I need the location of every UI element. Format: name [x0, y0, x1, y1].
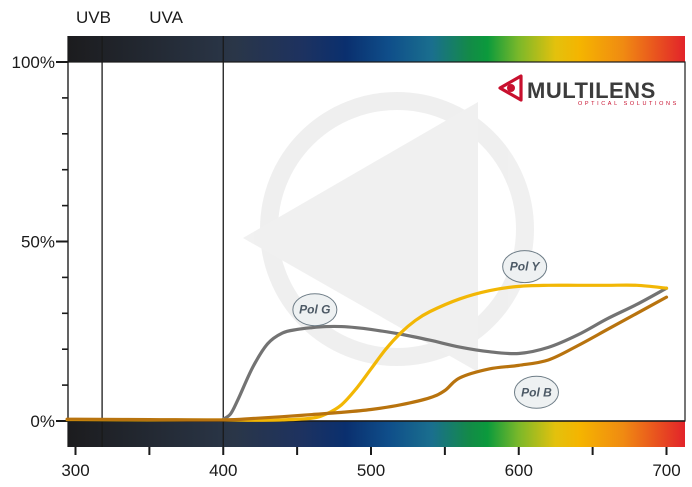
- brand-name: MULTILENS: [527, 78, 656, 103]
- curve-label-pol-y: Pol Y: [502, 250, 548, 284]
- y-tick-label: 0%: [30, 412, 55, 431]
- x-axis-ticks: 300 400 500 600 700: [61, 447, 681, 480]
- x-tick-label: 500: [357, 461, 385, 480]
- x-tick-label: 600: [505, 461, 533, 480]
- curve-label-pol-b: Pol B: [513, 375, 559, 409]
- curve-label-bubble: [513, 375, 559, 409]
- series-line-pol-b: [65, 295, 669, 422]
- bottom-spectrum-bar: [68, 421, 685, 447]
- x-tick-label: 700: [652, 461, 680, 480]
- curve-labels: Pol G Pol Y Pol B: [292, 250, 559, 409]
- y-tick-label: 50%: [21, 233, 55, 252]
- top-spectrum-bar: [68, 36, 685, 62]
- series-line-pol-g: [221, 286, 669, 421]
- brand-tagline: OPTICAL SOLUTIONS: [578, 101, 679, 107]
- x-tick-label: 400: [209, 461, 237, 480]
- y-tick-label: 100%: [12, 53, 55, 72]
- curve-label-text: Pol B: [521, 385, 552, 399]
- curve-label-bubble: [292, 293, 338, 327]
- brand-mark-icon: [498, 74, 523, 102]
- x-tick-label: 300: [61, 461, 89, 480]
- curve-label-bubble: [502, 250, 548, 284]
- curve-label-text: Pol G: [299, 303, 330, 317]
- curve-label-text: Pol Y: [510, 260, 541, 274]
- y-axis-ticks: 0% 50% 100%: [12, 53, 68, 431]
- band-dividers: UVB UVA: [76, 8, 224, 447]
- band-label-uvb: UVB: [76, 8, 111, 27]
- series-layer: [65, 283, 669, 422]
- brand-logo: MULTILENS OPTICAL SOLUTIONS: [498, 74, 679, 107]
- curve-label-pol-g: Pol G: [292, 293, 338, 327]
- band-label-uva: UVA: [149, 8, 183, 27]
- watermark-logo: [243, 92, 534, 372]
